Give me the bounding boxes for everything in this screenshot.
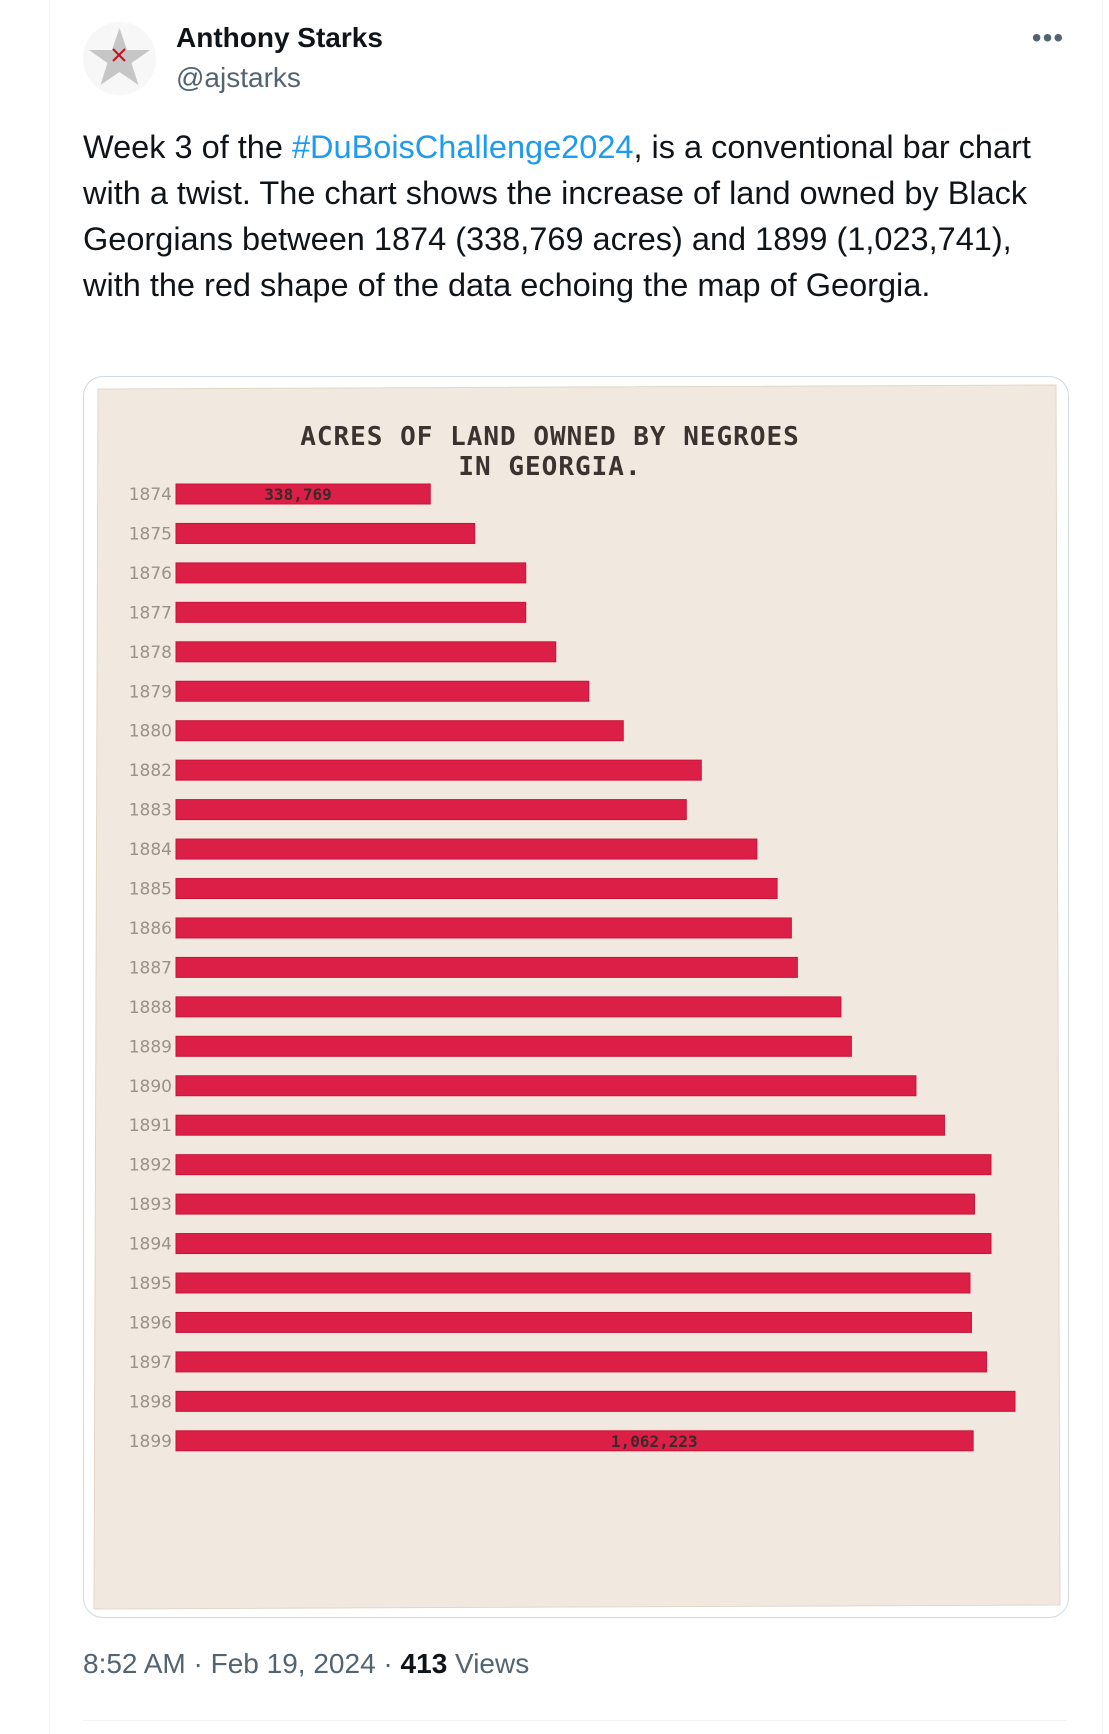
bar	[175, 1114, 945, 1136]
star-avatar-icon	[89, 28, 150, 85]
bar	[175, 799, 687, 821]
bar	[175, 759, 702, 781]
bar	[175, 1035, 852, 1057]
year-label: 1897	[129, 1353, 172, 1373]
year-label: 1882	[129, 761, 172, 781]
year-label: 1886	[129, 919, 172, 939]
tweet-date[interactable]: Feb 19, 2024	[210, 1648, 376, 1679]
divider	[83, 1720, 1067, 1721]
tweet-text: Week 3 of the #DuBoisChallenge2024, is a…	[83, 124, 1043, 308]
views-count: 413	[400, 1648, 448, 1679]
bar	[175, 1154, 992, 1176]
year-label: 1894	[129, 1235, 172, 1255]
year-label: 1893	[129, 1195, 172, 1215]
bar	[175, 720, 624, 742]
tweet-text-after: , is a conventional bar chart with a twi…	[83, 129, 1031, 303]
year-label: 1876	[129, 564, 172, 584]
year-label: 1883	[129, 801, 172, 821]
hashtag-link[interactable]: #DuBoisChallenge2024	[291, 129, 634, 165]
year-label: 1890	[129, 1077, 172, 1097]
meta-separator: ·	[185, 1648, 211, 1679]
year-label: 1885	[129, 880, 172, 900]
bar	[175, 1430, 974, 1452]
year-label: 1892	[129, 1156, 172, 1176]
bar	[175, 917, 792, 939]
bar	[175, 878, 778, 899]
avatar[interactable]	[83, 22, 156, 95]
chart-title-line1: ACRES OF LAND OWNED BY NEGROES	[300, 422, 800, 452]
views-label: Views	[447, 1648, 530, 1679]
bar	[175, 996, 842, 1018]
year-label: 1899	[129, 1432, 172, 1452]
bar-chart: ACRES OF LAND OWNED BY NEGROES IN GEORGI…	[84, 377, 1068, 1617]
year-label: 1887	[129, 958, 172, 978]
year-label: 1877	[129, 603, 172, 623]
bar	[175, 1272, 971, 1294]
year-label: 1875	[129, 524, 172, 544]
more-horizontal-icon[interactable]: •••	[1031, 22, 1065, 53]
chart-bars: 1874 338,769 1875 1876 1877 1878 1879 1880 1882 1…	[129, 483, 1016, 1452]
bar	[175, 838, 758, 860]
chart-title-line2: IN GEORGIA.	[458, 452, 641, 482]
author-name[interactable]: Anthony Starks	[176, 22, 383, 53]
bar-data-label: 1,062,223	[611, 1432, 698, 1451]
year-label: 1889	[129, 1037, 172, 1057]
year-label: 1878	[129, 643, 172, 663]
year-label: 1891	[129, 1116, 172, 1136]
bar	[175, 1351, 987, 1373]
year-label: 1884	[129, 840, 172, 860]
bar	[175, 1075, 917, 1097]
year-label: 1874	[129, 485, 172, 505]
bar	[175, 1390, 1016, 1412]
year-label: 1879	[129, 682, 172, 702]
author-handle[interactable]: @ajstarks	[176, 62, 301, 93]
tweet-container	[49, 0, 1103, 1734]
bar	[175, 1311, 972, 1333]
bar	[175, 483, 431, 505]
tweet-time[interactable]: 8:52 AM	[83, 1648, 186, 1679]
bar	[175, 562, 527, 584]
bar	[175, 522, 476, 544]
year-label: 1896	[129, 1313, 172, 1333]
bar	[175, 1233, 992, 1255]
bar	[175, 641, 557, 663]
bar	[175, 601, 527, 623]
bar	[175, 1193, 975, 1215]
bar	[175, 956, 798, 978]
tweet-text-before: Week 3 of the	[83, 129, 292, 165]
year-label: 1888	[129, 998, 172, 1018]
tweet-media-image[interactable]: ACRES OF LAND OWNED BY NEGROES IN GEORGI…	[83, 376, 1069, 1618]
year-label: 1895	[129, 1274, 172, 1294]
bar	[175, 680, 590, 702]
tweet-timestamp[interactable]: 8:52 AM · Feb 19, 2024 · 413 Views	[83, 1648, 529, 1680]
bar-data-label: 338,769	[264, 485, 331, 504]
year-label: 1880	[129, 722, 172, 742]
meta-separator: ·	[375, 1648, 401, 1679]
year-label: 1898	[129, 1392, 172, 1412]
